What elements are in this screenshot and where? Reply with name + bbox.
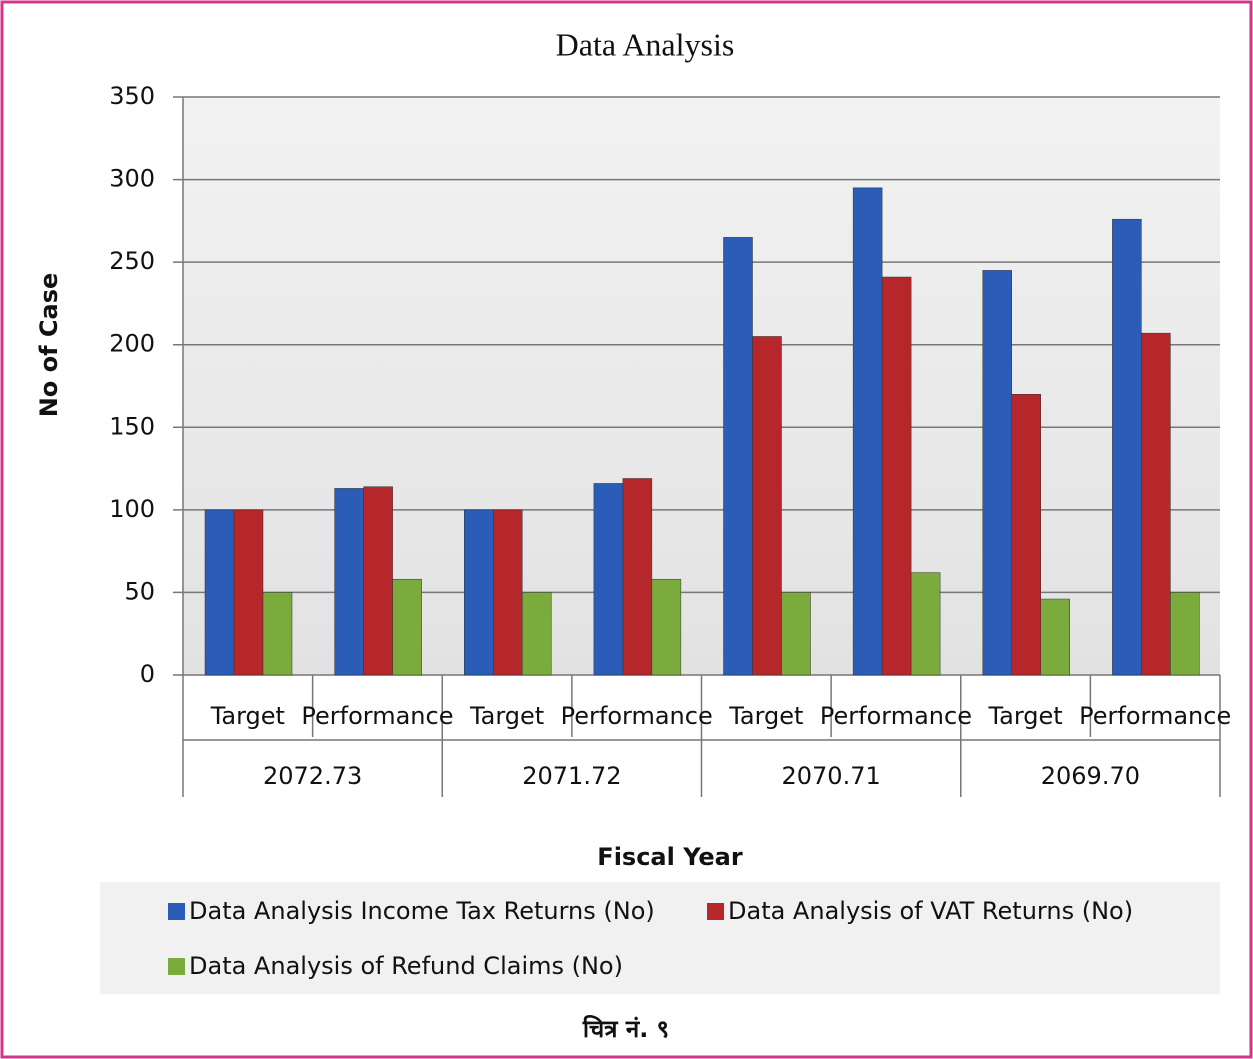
y-tick-label: 350 [109, 82, 155, 110]
bar [881, 276, 912, 676]
legend-area [100, 882, 1220, 994]
y-tick-label: 200 [109, 330, 155, 358]
x-tick-label: Target [987, 702, 1062, 730]
group-label: 2072.73 [263, 762, 362, 790]
legend-swatch [707, 903, 724, 920]
legend-swatch [168, 958, 185, 975]
bar [651, 578, 682, 676]
legend-label: Data Analysis of VAT Returns (No) [728, 897, 1133, 925]
bar [852, 187, 883, 676]
bar [1040, 598, 1070, 676]
group-label: 2069.70 [1041, 762, 1140, 790]
legend-swatch [168, 903, 185, 920]
x-tick-label: Target [469, 702, 544, 730]
bar [493, 509, 523, 676]
bar [593, 483, 624, 676]
legend-label: Data Analysis Income Tax Returns (No) [189, 897, 655, 925]
chart-title: Data Analysis [556, 26, 735, 62]
x-tick-label: Performance [1079, 702, 1231, 730]
bar [723, 237, 753, 676]
bar [204, 509, 235, 676]
x-axis-label: Fiscal Year [597, 843, 743, 871]
x-tick-label: Target [210, 702, 285, 730]
bar [262, 592, 293, 676]
caption: चित्र नं. ९ [582, 1015, 669, 1043]
legend-label: Data Analysis of Refund Claims (No) [189, 952, 623, 980]
bar [522, 592, 552, 676]
bar [233, 509, 264, 676]
group-label: 2070.71 [782, 762, 881, 790]
bar [752, 336, 782, 676]
x-tick-label: Performance [301, 702, 453, 730]
y-tick-label: 300 [109, 165, 155, 193]
bar [363, 486, 393, 676]
bar [622, 478, 653, 676]
bar [982, 270, 1012, 676]
x-tick-label: Performance [820, 702, 972, 730]
y-axis-label: No of Case [35, 273, 63, 418]
y-tick-label: 100 [109, 495, 155, 523]
bar [392, 578, 422, 676]
y-tick-label: 150 [109, 412, 155, 440]
y-tick-label: 0 [140, 660, 155, 688]
bar [334, 488, 364, 676]
group-label: 2071.72 [522, 762, 621, 790]
x-tick-label: Target [728, 702, 803, 730]
bar [1170, 592, 1200, 676]
x-tick-label: Performance [561, 702, 713, 730]
y-tick-label: 50 [124, 577, 155, 605]
bar [1011, 394, 1041, 676]
bar [1141, 332, 1171, 676]
bar [1112, 218, 1142, 676]
bar [910, 572, 941, 676]
bar [781, 592, 811, 676]
bar [464, 509, 494, 676]
y-tick-label: 250 [109, 247, 155, 275]
